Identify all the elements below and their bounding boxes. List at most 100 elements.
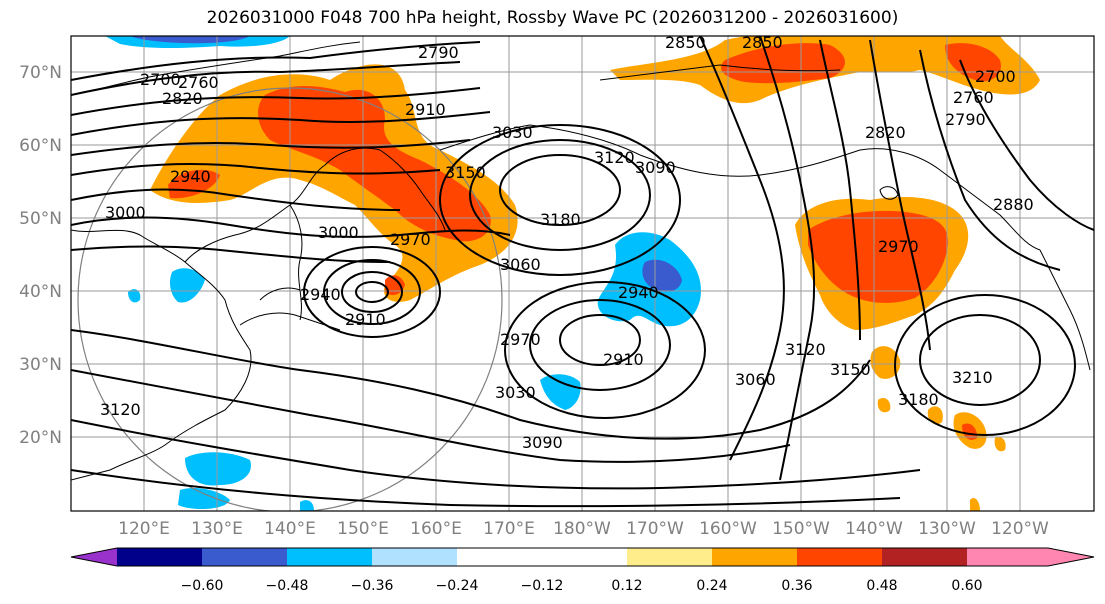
contour-label: 3090 — [635, 158, 676, 177]
map-frame — [70, 35, 1095, 512]
lat-label-50n: 50°N — [19, 209, 62, 229]
contour-label: 2910 — [603, 350, 644, 369]
lat-label-70n: 70°N — [19, 63, 62, 83]
contour-label: 2940 — [618, 283, 659, 302]
lon-label: 170°W — [626, 519, 684, 539]
colorbar-tick-label: −0.60 — [181, 578, 224, 594]
latitude-axis: 70°N 60°N 50°N 40°N 30°N 20°N — [19, 63, 62, 448]
contour-label: 3060 — [735, 370, 776, 389]
lat-label-60n: 60°N — [19, 136, 62, 156]
colorbar-segment — [372, 548, 457, 566]
colorbar-tick-label: −0.24 — [436, 578, 479, 594]
colorbar-segment — [202, 548, 287, 566]
anomaly-region-patch-3 — [927, 406, 943, 425]
lat-label-40n: 40°N — [19, 282, 62, 302]
anomaly-region-japan-west — [168, 169, 220, 199]
contour-label: 2910 — [405, 100, 446, 119]
contour-label: 3030 — [495, 383, 536, 402]
contour-label: 3120 — [594, 148, 635, 167]
contour-label: 3210 — [952, 368, 993, 387]
colorbar-tick-label: −0.36 — [351, 578, 394, 594]
contour-label: 2790 — [945, 110, 986, 129]
contour-label: 2940 — [300, 285, 341, 304]
contour-label: 3090 — [522, 433, 563, 452]
contour-label: 2970 — [878, 237, 919, 256]
colorbar-outline — [70, 547, 1095, 567]
map-title: 2026031000 F048 700 hPa height, Rossby W… — [206, 8, 899, 28]
contour-label: 2970 — [390, 230, 431, 249]
anomaly-region-gulf-of-alaska-core — [808, 210, 949, 303]
contour-label: 3150 — [830, 360, 871, 379]
contour-label: 3030 — [492, 123, 533, 142]
contour-label: 3060 — [500, 255, 541, 274]
anomaly-region-patch-blue-2 — [170, 268, 205, 303]
anomaly-region-okhotsk — [150, 64, 518, 302]
contour-label: 2940 — [170, 167, 211, 186]
contour-label: 3120 — [100, 400, 141, 419]
lon-label: 140°W — [845, 519, 903, 539]
longitude-axis: 120°E 130°E 140°E 150°E 160°E 170°E 180°… — [118, 519, 1049, 539]
contour-label: 3120 — [785, 340, 826, 359]
lon-label: 170°E — [483, 519, 535, 539]
colorbar-over-arrow — [967, 548, 1094, 566]
contour-label: 2850 — [665, 33, 706, 52]
lon-label: 150°E — [337, 519, 389, 539]
anomaly-region-patch-6 — [970, 498, 980, 511]
lat-label-30n: 30°N — [19, 355, 62, 375]
anomaly-region-patch-1 — [870, 346, 901, 379]
contour-label: 2700 — [975, 67, 1016, 86]
colorbar-tick-label: 0.48 — [866, 578, 897, 594]
colorbar-tick-label: 0.12 — [611, 578, 642, 594]
anomaly-region-kamchatka-tip — [385, 275, 405, 296]
contour-label: 3000 — [105, 203, 146, 222]
contour-label: 2820 — [865, 123, 906, 142]
contour-label: 2700 — [140, 70, 181, 89]
anomaly-region-patch-4-core — [962, 423, 978, 440]
colorbar-under-arrow — [71, 548, 117, 566]
anomaly-region-patch-2 — [877, 398, 891, 413]
anomaly-region-okhotsk-core — [258, 86, 491, 242]
anomaly-region-patch-blue-1 — [540, 374, 581, 410]
lat-label-20n: 20°N — [19, 428, 62, 448]
contour-label: 3150 — [445, 163, 486, 182]
colorbar-tick-label: 0.24 — [696, 578, 727, 594]
lon-label: 140°E — [264, 519, 316, 539]
anomaly-region-top-blue-core — [130, 36, 250, 44]
map-layers: 2790 2700 2760 2820 2940 3000 2910 3030 … — [71, 33, 1094, 511]
contour-label: 3000 — [318, 223, 359, 242]
colorbar-segment — [797, 548, 882, 566]
lon-label: 120°E — [118, 519, 170, 539]
range-ring — [77, 87, 503, 511]
lon-label: 130°E — [191, 519, 243, 539]
colorbar: −0.60 −0.48 −0.36 −0.24 −0.12 0.12 0.24 … — [70, 547, 1095, 594]
contour-label: 2850 — [742, 33, 783, 52]
lon-label: 160°E — [410, 519, 462, 539]
anomaly-region-patch-blue-4 — [300, 500, 314, 511]
negative-anomaly-regions — [105, 36, 701, 511]
colorbar-tick-label: −0.48 — [266, 578, 309, 594]
lon-label: 150°W — [772, 519, 830, 539]
colorbar-tick-label: 0.36 — [781, 578, 812, 594]
anomaly-region-patch-blue-3 — [128, 289, 141, 303]
anomaly-region-arctic-core — [721, 43, 845, 84]
lon-label: 120°W — [991, 519, 1049, 539]
height-contours — [71, 36, 1094, 508]
colorbar-segment — [882, 548, 967, 566]
contour-label: 2790 — [418, 43, 459, 62]
colorbar-ticks: −0.60 −0.48 −0.36 −0.24 −0.12 0.12 0.24 … — [181, 578, 983, 594]
colorbar-segment — [117, 548, 202, 566]
colorbar-segment — [712, 548, 797, 566]
contour-label: 3180 — [540, 210, 581, 229]
colorbar-segment — [287, 548, 372, 566]
contour-label: 2880 — [993, 195, 1034, 214]
contour-label: 2760 — [178, 73, 219, 92]
anomaly-region-central-pacific-core — [642, 259, 682, 292]
colorbar-tick-label: −0.12 — [521, 578, 564, 594]
lon-label: 180°W — [553, 519, 611, 539]
colorbar-tick-label: 0.60 — [951, 578, 982, 594]
contour-label: 3180 — [898, 390, 939, 409]
contour-label: 2760 — [953, 88, 994, 107]
contour-label: 2970 — [500, 330, 541, 349]
colorbar-segment — [627, 548, 712, 566]
